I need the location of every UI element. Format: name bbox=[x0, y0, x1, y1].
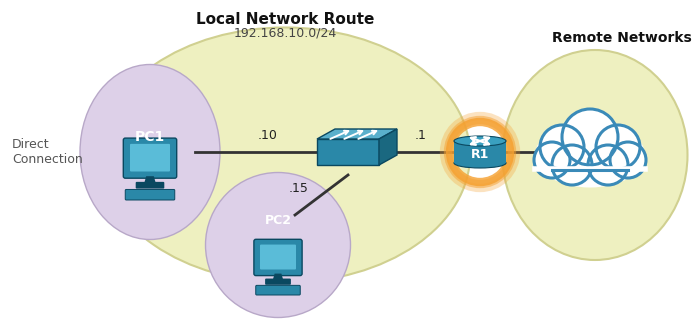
Ellipse shape bbox=[206, 172, 351, 317]
Circle shape bbox=[540, 125, 584, 169]
Text: 192.168.10.0/24: 192.168.10.0/24 bbox=[233, 27, 337, 40]
Ellipse shape bbox=[454, 136, 506, 146]
Circle shape bbox=[568, 138, 612, 182]
Polygon shape bbox=[379, 129, 397, 165]
Ellipse shape bbox=[454, 158, 506, 168]
Text: PC2: PC2 bbox=[265, 213, 291, 227]
Circle shape bbox=[552, 145, 592, 185]
Text: .10: .10 bbox=[258, 129, 278, 142]
Circle shape bbox=[610, 142, 646, 178]
Circle shape bbox=[596, 125, 640, 169]
FancyBboxPatch shape bbox=[260, 244, 296, 269]
Circle shape bbox=[588, 145, 628, 185]
Text: Remote Networks: Remote Networks bbox=[552, 31, 692, 45]
Text: PC1: PC1 bbox=[135, 130, 165, 144]
Polygon shape bbox=[144, 176, 155, 183]
Ellipse shape bbox=[80, 65, 220, 239]
Polygon shape bbox=[317, 139, 379, 165]
Text: Direct
Connection: Direct Connection bbox=[12, 138, 83, 166]
FancyBboxPatch shape bbox=[254, 239, 302, 276]
FancyBboxPatch shape bbox=[256, 285, 300, 295]
Polygon shape bbox=[454, 141, 506, 163]
Text: R1: R1 bbox=[471, 148, 489, 161]
Polygon shape bbox=[273, 274, 283, 280]
FancyBboxPatch shape bbox=[136, 182, 164, 188]
FancyBboxPatch shape bbox=[125, 189, 175, 200]
FancyBboxPatch shape bbox=[265, 278, 291, 285]
FancyBboxPatch shape bbox=[123, 138, 176, 178]
Text: Local Network Route: Local Network Route bbox=[196, 12, 374, 27]
Circle shape bbox=[562, 109, 618, 165]
Ellipse shape bbox=[100, 28, 470, 283]
Polygon shape bbox=[317, 129, 397, 139]
Ellipse shape bbox=[503, 50, 687, 260]
Text: .1: .1 bbox=[415, 129, 427, 142]
Circle shape bbox=[534, 142, 570, 178]
Ellipse shape bbox=[535, 123, 645, 188]
Text: .15: .15 bbox=[288, 182, 308, 195]
FancyBboxPatch shape bbox=[130, 144, 170, 172]
